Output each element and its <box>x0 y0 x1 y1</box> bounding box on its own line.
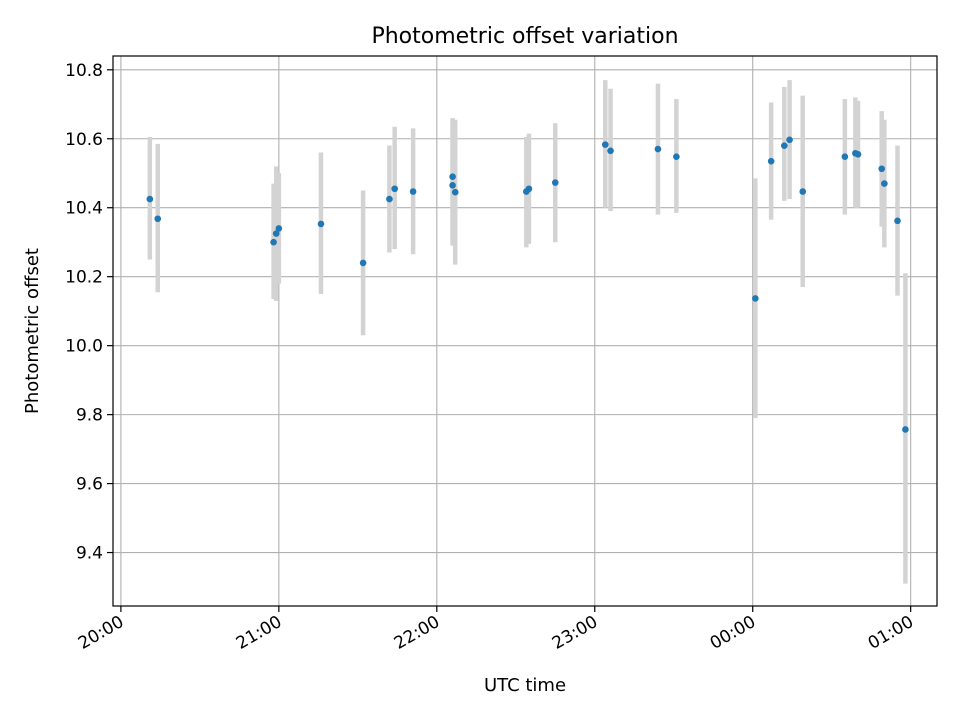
data-point <box>449 173 456 180</box>
data-points <box>146 136 909 433</box>
x-axis-label: UTC time <box>484 675 566 696</box>
data-point <box>275 225 283 232</box>
y-tick-label: 9.8 <box>76 406 103 426</box>
data-point <box>786 136 793 144</box>
data-point <box>146 195 154 203</box>
data-point <box>601 141 609 148</box>
data-point <box>154 215 162 223</box>
y-tick-label: 9.4 <box>76 544 103 564</box>
data-point <box>317 220 325 228</box>
data-point <box>409 188 417 195</box>
data-point <box>359 259 367 267</box>
data-point <box>767 157 775 165</box>
data-point <box>449 182 456 189</box>
data-point <box>894 217 901 225</box>
data-point <box>841 153 849 160</box>
data-point <box>902 426 909 433</box>
data-point <box>272 230 280 237</box>
data-point <box>752 295 759 302</box>
data-point <box>799 188 807 195</box>
data-point <box>881 180 888 187</box>
data-point <box>391 185 398 193</box>
y-tick-label: 10.6 <box>65 130 103 150</box>
data-point <box>451 188 459 196</box>
data-point <box>386 195 393 203</box>
y-tick-label: 10.4 <box>65 199 103 219</box>
data-point <box>854 150 862 158</box>
data-point <box>525 185 533 193</box>
data-point <box>673 153 680 160</box>
chart-title: Photometric offset variation <box>371 24 678 49</box>
data-point <box>607 147 614 155</box>
plot-frame <box>112 55 938 607</box>
y-tick-label: 10.2 <box>65 268 103 288</box>
y-axis-label: Photometric offset <box>22 248 43 414</box>
data-point <box>878 165 886 173</box>
y-tick-label: 9.6 <box>76 475 103 495</box>
y-tick-label: 10.8 <box>65 61 103 81</box>
data-point <box>551 179 559 186</box>
data-point <box>270 238 277 246</box>
data-point <box>781 142 788 149</box>
data-point <box>654 145 662 153</box>
y-tick-label: 10.0 <box>65 337 103 357</box>
